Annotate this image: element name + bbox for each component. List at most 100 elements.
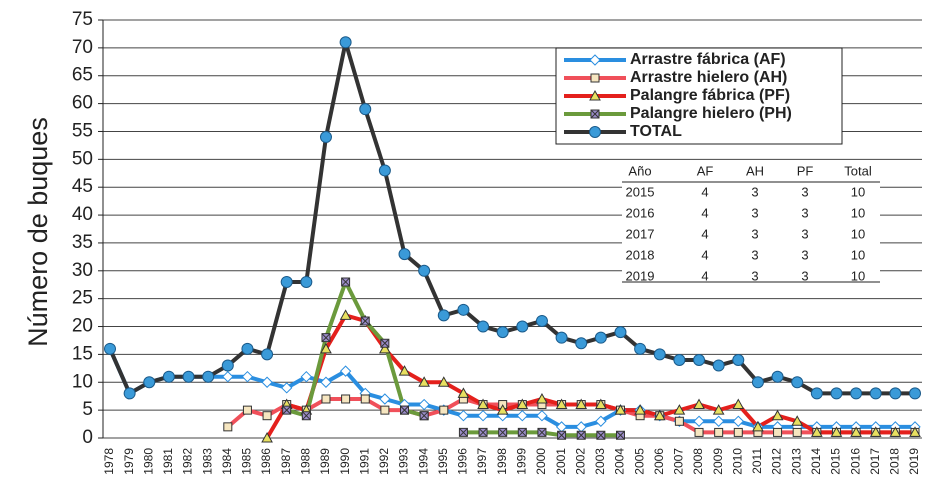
table-header: AH (746, 163, 764, 178)
table-bg (622, 160, 880, 284)
table-cell: 4 (701, 226, 708, 241)
x-tick-label: 2011 (750, 448, 764, 474)
table-cell: 4 (701, 184, 708, 199)
point (241, 370, 254, 383)
point (321, 394, 331, 404)
point (339, 365, 352, 377)
x-tick-label: 1978 (102, 448, 116, 475)
point (498, 427, 508, 437)
point (477, 409, 489, 422)
point (791, 376, 804, 389)
point (693, 415, 705, 427)
table-cell: 10 (851, 247, 865, 262)
x-tick-label: 2019 (907, 448, 921, 475)
point (380, 405, 390, 415)
point (320, 376, 332, 388)
x-tick-label: 1990 (338, 448, 352, 475)
y-tick-label: 25 (72, 288, 93, 309)
point (810, 387, 823, 400)
point (555, 398, 568, 410)
x-tick-label: 1982 (181, 448, 195, 475)
x-tick-label: 1992 (377, 448, 391, 475)
point (752, 420, 764, 432)
x-tick-label: 2018 (888, 448, 902, 475)
point (123, 387, 136, 400)
point (595, 398, 607, 410)
table-cell: 10 (851, 226, 865, 241)
point (457, 303, 470, 316)
legend-marker (589, 89, 601, 101)
point (282, 405, 292, 415)
point (280, 382, 293, 394)
point (202, 370, 215, 383)
table-cell: 3 (751, 205, 758, 220)
x-tick-label: 1981 (161, 448, 175, 475)
point (712, 359, 725, 372)
table-cell: 2015 (626, 184, 655, 199)
table-cell: 4 (701, 205, 708, 220)
y-tick-label: 55 (72, 120, 93, 141)
x-tick-label: 1984 (220, 448, 234, 475)
legend-marker (590, 109, 600, 119)
point (537, 427, 547, 437)
point (850, 426, 862, 437)
point (182, 370, 195, 383)
x-tick-label: 2014 (809, 448, 823, 475)
x-tick-label: 2008 (691, 448, 705, 475)
legend-label: Palangre fábrica (PF) (630, 87, 790, 104)
legend-label: Arrastre hielero (AH) (630, 69, 787, 86)
table-cell: 3 (801, 268, 808, 283)
point (555, 331, 568, 344)
x-tick-label: 1987 (279, 448, 293, 475)
point (162, 370, 175, 383)
x-tick-label: 2010 (730, 448, 744, 475)
y-tick-label: 35 (72, 232, 93, 253)
point (712, 404, 725, 415)
point (751, 376, 764, 389)
point (478, 427, 488, 437)
table-cell: 10 (851, 268, 865, 283)
y-tick-label: 0 (82, 427, 93, 448)
point (596, 430, 606, 440)
point (576, 430, 586, 440)
point (261, 348, 274, 361)
point (830, 387, 843, 400)
x-tick-label: 1988 (299, 448, 313, 475)
x-tick-label: 1989 (318, 448, 332, 475)
point (280, 275, 293, 288)
point (673, 353, 686, 366)
point (694, 427, 704, 437)
point (714, 427, 724, 437)
x-tick-label: 1999 (514, 448, 528, 475)
point (516, 409, 529, 422)
x-tick-label: 2009 (711, 448, 725, 475)
point (732, 415, 745, 427)
x-tick-label: 2013 (789, 448, 803, 475)
table-cell: 3 (751, 268, 758, 283)
point (418, 264, 431, 277)
point (261, 376, 273, 388)
point (437, 376, 450, 387)
table-cell: 4 (701, 268, 708, 283)
point (104, 342, 116, 355)
point (535, 314, 548, 327)
table-cell: 3 (751, 184, 758, 199)
point (557, 430, 567, 440)
point (222, 370, 234, 383)
table-cell: 10 (851, 205, 865, 220)
x-tick-label: 1985 (240, 448, 254, 475)
point (359, 103, 372, 116)
point (301, 411, 311, 421)
x-tick-label: 2000 (534, 448, 548, 475)
point (653, 409, 666, 421)
point (712, 415, 725, 427)
point (614, 404, 627, 415)
y-tick-label: 75 (72, 9, 93, 30)
point (575, 398, 588, 410)
point (634, 342, 647, 355)
y-tick-label: 45 (72, 176, 93, 197)
x-tick-label: 1995 (436, 448, 450, 475)
point (693, 398, 705, 410)
y-axis-label: Número de buques (23, 117, 53, 347)
